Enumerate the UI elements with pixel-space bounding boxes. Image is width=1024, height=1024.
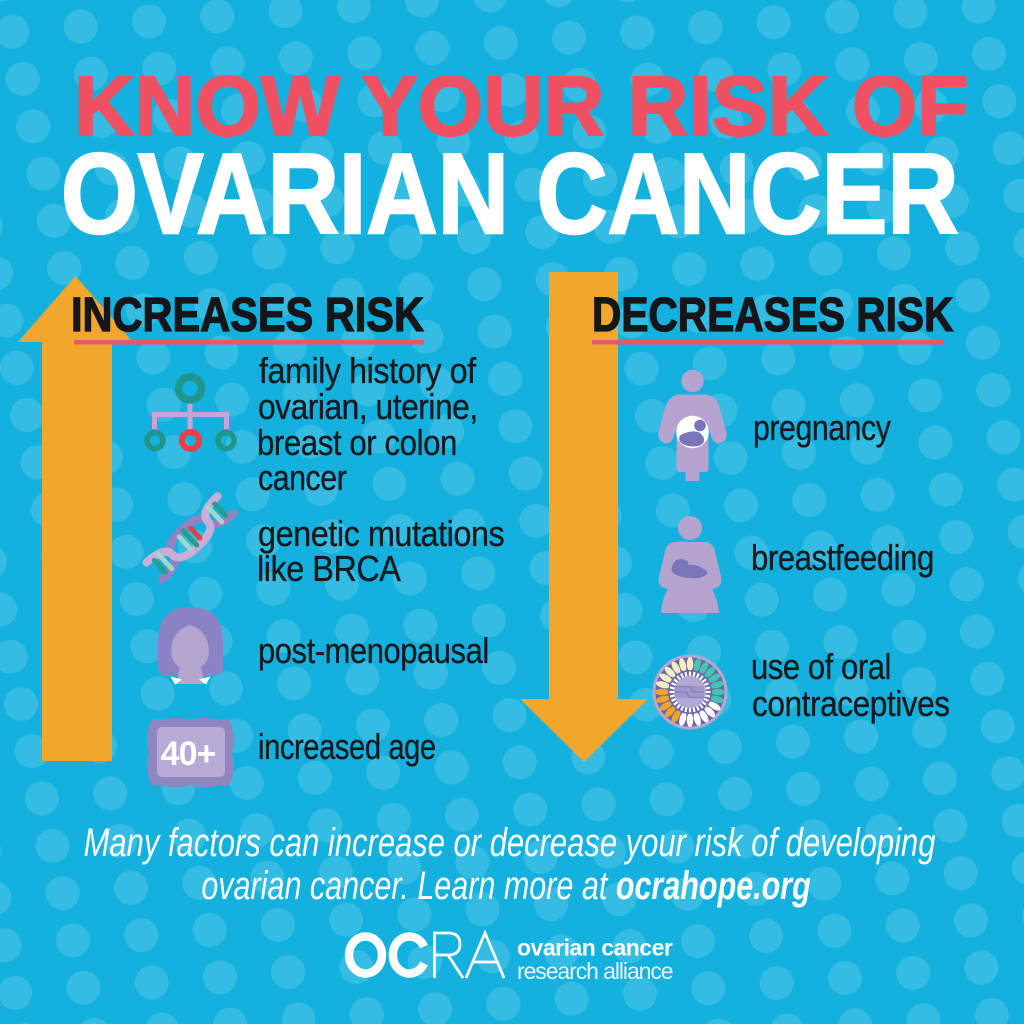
- svg-text:ovarian cancer: ovarian cancer: [517, 935, 673, 961]
- svg-text:40+: 40+: [161, 735, 216, 773]
- svg-text:research alliance: research alliance: [517, 958, 673, 984]
